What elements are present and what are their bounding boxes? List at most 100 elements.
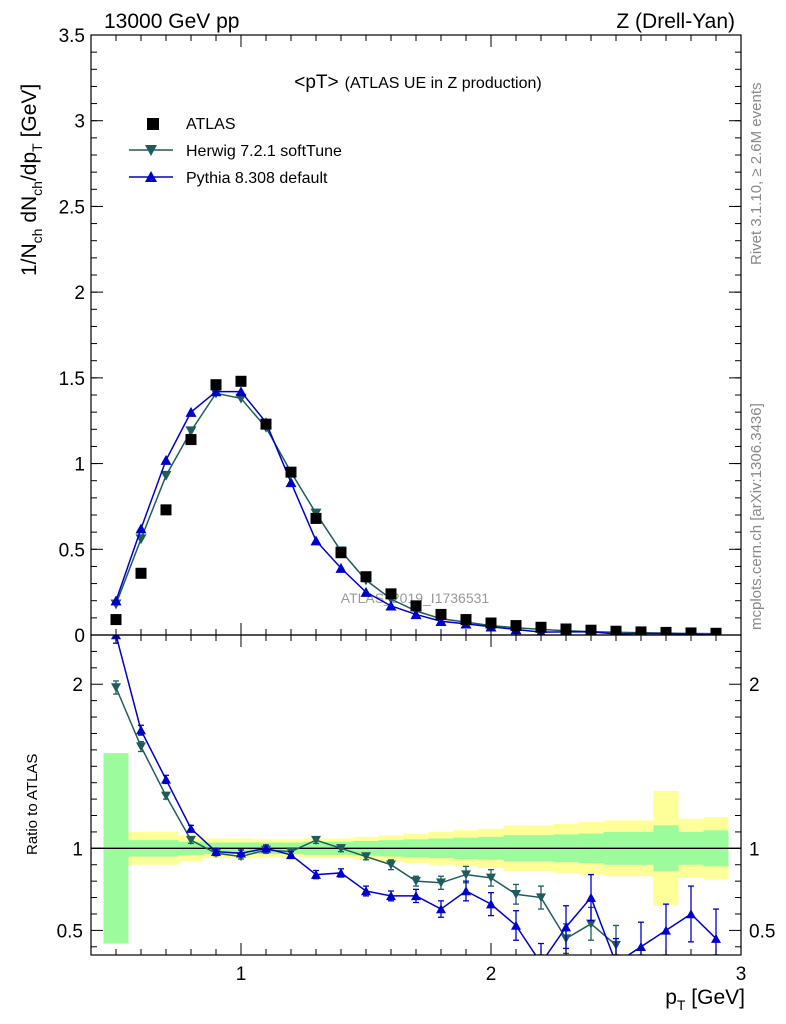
pythia-ratio-point	[361, 886, 371, 896]
pythia-ratio-point	[386, 891, 396, 901]
herwig-ratio-point	[461, 870, 471, 880]
atlas-data-point	[310, 512, 322, 524]
pythia-ratio-point	[561, 922, 571, 932]
pythia-main-point	[385, 600, 397, 611]
ratio-y-tick-label: 1	[72, 839, 83, 860]
pythia-main-point	[135, 523, 147, 534]
pythia-ratio-point	[311, 869, 321, 879]
header-left: 13000 GeV pp	[104, 10, 239, 33]
pythia-main-point	[435, 616, 447, 626]
pythia-ratio-point	[486, 899, 496, 909]
ratio-series	[111, 635, 721, 967]
ratio-frame	[90, 634, 742, 956]
atlas-data-point	[410, 600, 422, 612]
pythia-ratio-point	[211, 846, 221, 856]
pythia-ratio-point	[586, 892, 596, 902]
herwig-ratio-point	[411, 876, 421, 886]
pythia-main-point	[410, 609, 422, 620]
pythia-main-point	[360, 586, 372, 597]
pythia-main-point	[110, 595, 122, 606]
side-text-top: Rivet 3.1.10, ≥ 2.6M events	[748, 83, 765, 266]
pythia-ratio-point	[336, 868, 346, 878]
pythia-ratio-point	[261, 843, 271, 853]
pythia-ratio-point	[511, 920, 521, 930]
main-y-tick-label: 3	[74, 112, 85, 133]
herwig-ratio-point	[311, 835, 321, 845]
main-y-tick-label: 1.5	[59, 369, 85, 390]
x-tick-label: 3	[736, 964, 747, 985]
herwig-ratio-point	[436, 878, 446, 888]
atlas-data-point	[235, 375, 247, 387]
pythia-ratio-point	[186, 823, 196, 833]
pythia-ratio-point	[161, 774, 171, 784]
pythia-main-point	[310, 535, 322, 546]
pythia-ratio-point	[711, 933, 721, 943]
main-y-tick-label: 0.5	[59, 540, 85, 561]
pythia-ratio-point	[686, 909, 696, 919]
atlas-data-point	[360, 571, 372, 583]
x-tick-label: 1	[236, 964, 247, 985]
legend-herwig-marker	[145, 145, 157, 156]
ratio-y-tick-label: 0.5	[57, 921, 83, 942]
ratio-panel: 1 2 3 0.5 0.5 1 1 2 2	[57, 634, 775, 985]
pythia-main-point	[335, 562, 347, 573]
herwig-ratio-point	[186, 835, 196, 845]
ratio-y-tick-label-right: 0.5	[749, 921, 775, 942]
pythia-ratio-point	[461, 886, 471, 896]
pythia-main-point	[235, 386, 247, 397]
pythia-main-point	[160, 454, 172, 465]
atlas-data-point	[285, 466, 297, 478]
legend-atlas-marker	[147, 118, 159, 130]
atlas-data-point	[385, 588, 397, 600]
atlas-data-point	[185, 434, 197, 446]
herwig-ratio-point	[136, 742, 146, 752]
pythia-ratio-line	[115, 635, 717, 955]
pythia-main-point	[285, 477, 297, 488]
pythia-ratio-point	[611, 958, 621, 967]
x-axis-label: pT [GeV]	[665, 986, 745, 1013]
herwig-ratio-point	[386, 860, 396, 870]
x-tick-label: 2	[486, 964, 497, 985]
atlas-data-point	[160, 504, 172, 516]
pythia-main-point	[185, 406, 197, 417]
watermark: ATLAS_2019_I1736531	[341, 590, 490, 606]
legend-pythia-marker	[145, 171, 157, 182]
legend-atlas-label: ATLAS	[186, 116, 236, 133]
ratio-y-tick-label-right: 2	[749, 675, 760, 696]
legend-herwig-label: Herwig 7.2.1 softTune	[186, 143, 342, 160]
legend: ATLAS Herwig 7.2.1 softTune Pythia 8.308…	[129, 116, 342, 187]
herwig-ratio-point	[536, 893, 546, 903]
main-y-tick-label: 2	[74, 283, 85, 304]
pythia-ratio-point	[286, 850, 296, 860]
pythia-ratio-point	[661, 925, 671, 935]
atlas-data-point	[435, 608, 447, 620]
atlas-data-point	[260, 418, 272, 430]
main-panel: 0 0.5 1 1.5 2 2.5 3 3.5	[59, 26, 742, 647]
pythia-ratio-point	[236, 848, 246, 858]
pythia-ratio-point	[536, 958, 546, 967]
herwig-ratio-point	[511, 890, 521, 900]
atlas-data-point	[535, 621, 547, 633]
pythia-ratio-point	[436, 904, 446, 914]
pythia-ratio-point	[411, 891, 421, 901]
herwig-ratio-point	[586, 919, 596, 929]
atlas-data-point	[460, 614, 472, 626]
pythia-main-point	[210, 386, 222, 397]
atlas-data-point	[135, 567, 147, 579]
ratio-y-tick-label-right: 1	[749, 839, 760, 860]
ratio-y-axis-label: Ratio to ATLAS	[24, 754, 41, 855]
main-series	[110, 375, 722, 635]
herwig-ratio-point	[161, 791, 171, 801]
main-y-tick-label: 3.5	[59, 26, 85, 47]
main-y-tick-label: 2.5	[59, 197, 85, 218]
atlas-data-point	[335, 547, 347, 559]
atlas-data-point	[510, 620, 522, 632]
plot-title: <pT> (ATLAS UE in Z production)	[294, 72, 541, 93]
header-right: Z (Drell-Yan)	[616, 10, 735, 33]
pythia-ratio-point	[136, 725, 146, 735]
herwig-ratio-point	[361, 852, 371, 862]
herwig-ratio-point	[111, 683, 121, 693]
atlas-data-point	[210, 379, 222, 391]
pythia-ratio-point	[636, 942, 646, 952]
